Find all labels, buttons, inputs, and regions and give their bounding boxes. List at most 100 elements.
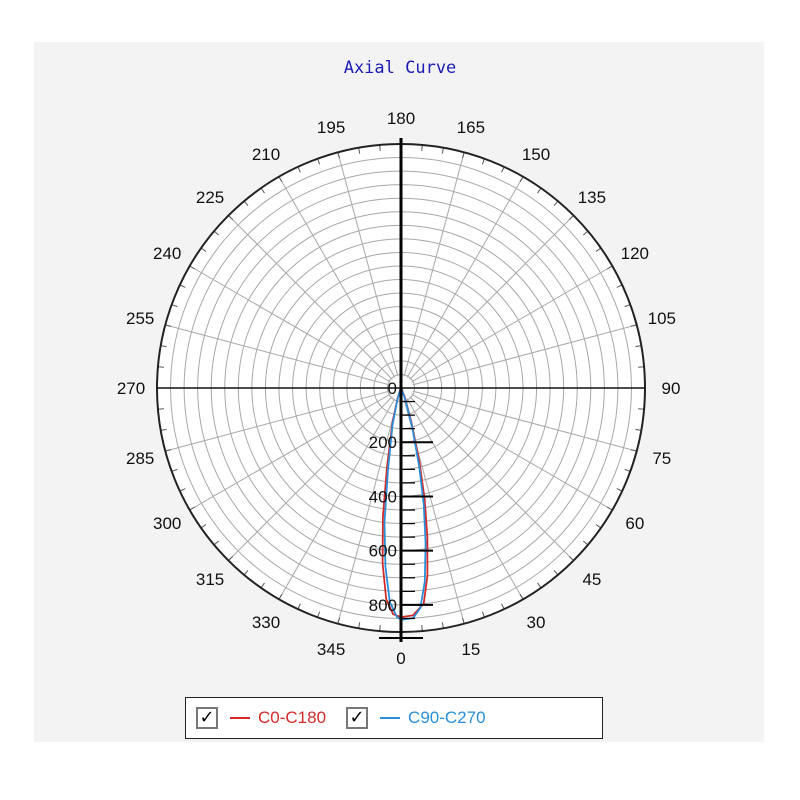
grid-spoke	[411, 265, 613, 383]
rim-tick	[200, 524, 207, 529]
angle-label: 15	[461, 640, 480, 659]
angle-label: 150	[522, 145, 550, 164]
rim-tick	[160, 428, 167, 431]
rim-tick	[171, 468, 178, 472]
rim-tick	[481, 611, 485, 618]
rim-tick	[630, 324, 637, 327]
rim-tick	[243, 569, 249, 576]
angle-label: 45	[582, 570, 601, 589]
grid-spoke	[403, 152, 465, 377]
rim-tick	[189, 265, 196, 270]
grid-spoke	[228, 396, 393, 561]
angle-label: 0	[396, 649, 405, 668]
angle-label: 135	[578, 188, 606, 207]
radial-label: 600	[369, 542, 397, 561]
rim-tick	[616, 284, 623, 288]
grid-spoke	[409, 215, 574, 380]
rim-tick	[595, 524, 602, 529]
grid-spoke	[409, 396, 574, 561]
grid-spoke	[406, 398, 524, 600]
rim-tick	[462, 617, 465, 624]
angle-label: 120	[621, 244, 649, 263]
rim-tick	[160, 345, 167, 348]
rim-tick	[638, 408, 645, 410]
grid-spoke	[412, 390, 637, 452]
rim-tick	[606, 265, 613, 270]
grid-spoke	[406, 176, 524, 378]
rim-tick	[337, 152, 340, 159]
rim-tick	[553, 200, 559, 207]
rim-tick	[260, 582, 265, 589]
grid-spoke	[337, 399, 399, 624]
rim-tick	[635, 428, 642, 431]
rim-tick	[616, 488, 623, 492]
grid-spoke	[189, 393, 391, 511]
legend-item-c0-c180[interactable]: ✓ C0-C180	[196, 707, 326, 729]
radial-label: 400	[369, 487, 397, 506]
rim-tick	[441, 622, 444, 629]
legend-line-c0-c180	[230, 717, 250, 719]
rim-tick	[171, 304, 178, 308]
angle-label: 300	[153, 514, 181, 533]
checkbox-checked-icon[interactable]: ✓	[346, 707, 369, 729]
angle-label: 105	[648, 309, 676, 328]
grid-spoke	[165, 390, 390, 452]
angle-label: 195	[317, 118, 345, 137]
grid-spoke	[165, 324, 390, 386]
angle-label: 255	[126, 309, 154, 328]
rim-tick	[553, 569, 559, 576]
rim-tick	[624, 304, 631, 308]
legend: ✓ C0-C180 ✓ C90-C270	[185, 697, 603, 739]
rim-tick	[501, 166, 505, 173]
rim-tick	[421, 144, 423, 151]
angle-label: 75	[652, 449, 671, 468]
angle-label: 240	[153, 244, 181, 263]
angle-label: 165	[457, 118, 485, 137]
rim-tick	[165, 449, 172, 452]
angle-label: 330	[252, 613, 280, 632]
rim-tick	[337, 617, 340, 624]
rim-tick	[297, 166, 301, 173]
angle-label: 315	[196, 570, 224, 589]
rim-tick	[165, 324, 172, 327]
chart-title: Axial Curve	[343, 58, 457, 78]
rim-tick	[213, 540, 220, 546]
rim-tick	[462, 152, 465, 159]
checkbox-checked-icon[interactable]: ✓	[196, 707, 218, 729]
angle-label: 210	[252, 145, 280, 164]
legend-item-c90-c270[interactable]: ✓ C90-C270	[346, 707, 486, 729]
rim-tick	[582, 540, 589, 546]
rim-tick	[537, 582, 542, 589]
rim-tick	[606, 506, 613, 511]
angle-label: 285	[126, 449, 154, 468]
rim-tick	[157, 366, 164, 368]
grid-spoke	[278, 176, 396, 378]
rim-tick	[519, 176, 524, 183]
radial-label: 200	[369, 433, 397, 452]
rim-tick	[635, 345, 642, 348]
grid-spoke	[337, 152, 399, 377]
rim-tick	[441, 147, 444, 154]
rim-tick	[358, 622, 361, 629]
rim-tick	[379, 144, 381, 151]
angle-label: 180	[387, 109, 415, 128]
rim-tick	[213, 230, 220, 236]
rim-tick	[278, 593, 283, 600]
rim-tick	[501, 603, 505, 610]
rim-tick	[537, 187, 542, 194]
rim-tick	[179, 284, 186, 288]
legend-line-c90-c270	[380, 717, 401, 719]
radial-label: 800	[369, 596, 397, 615]
rim-tick	[519, 593, 524, 600]
legend-label-c90-c270: C90-C270	[408, 708, 486, 727]
legend-label-c0-c180: C0-C180	[258, 708, 327, 727]
rim-tick	[317, 611, 321, 618]
rim-tick	[243, 200, 249, 207]
label-layer: 0 200 400 600 800 0 15 30 45 60 75 90 105 120 135 150 16…	[117, 109, 681, 668]
angle-label: 60	[625, 514, 644, 533]
axis-layer	[156, 138, 646, 642]
rim-tick	[189, 506, 196, 511]
angle-label: 270	[117, 379, 145, 398]
rim-tick	[481, 158, 485, 165]
